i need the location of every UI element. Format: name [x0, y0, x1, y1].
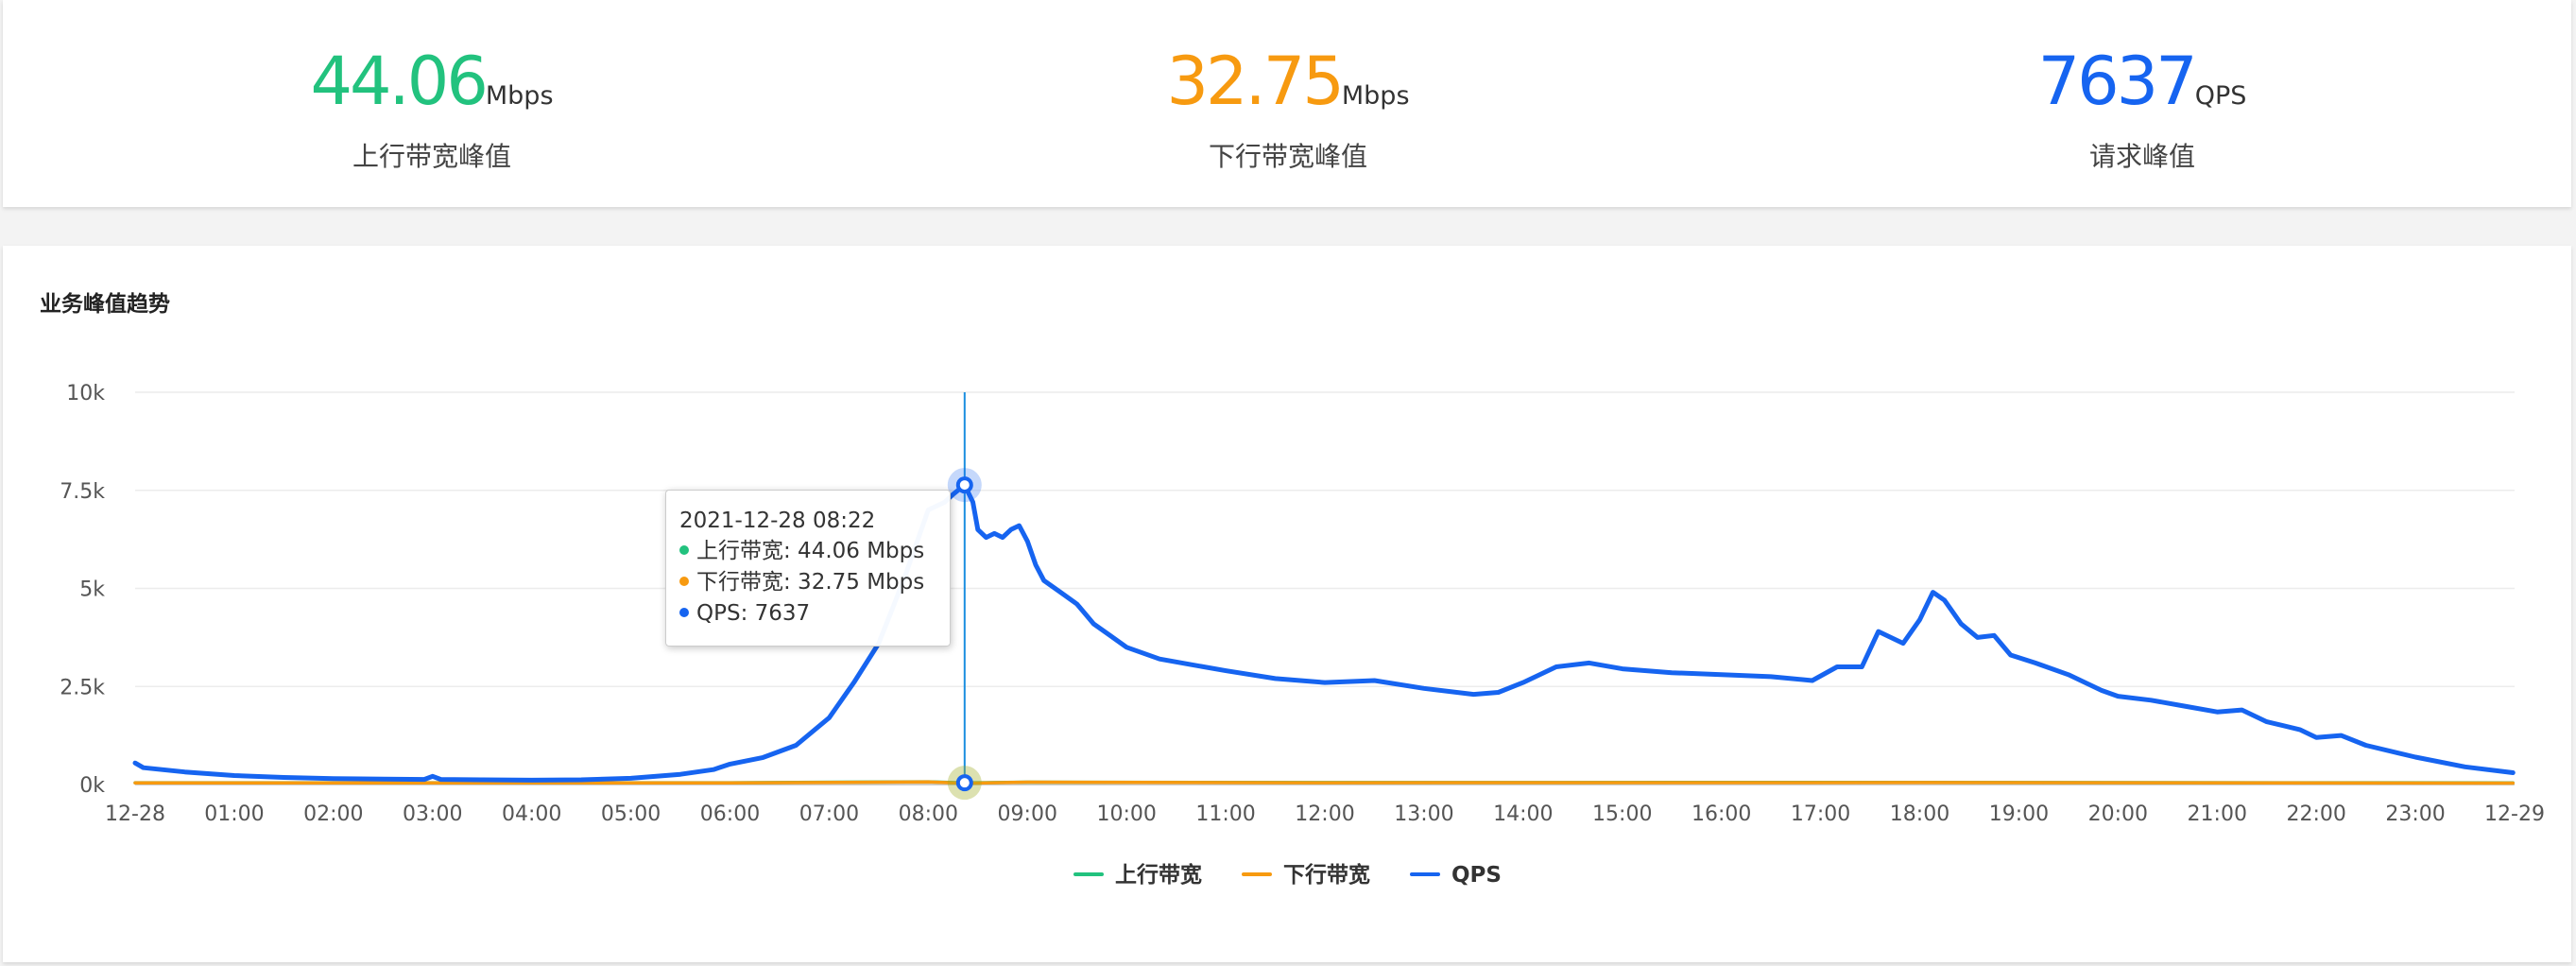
y-tick-labels: 0k 2.5k 5k 7.5k 10k [60, 382, 105, 798]
x-tick-label: 12-28 [105, 802, 165, 826]
x-tick-label: 08:00 [899, 802, 958, 826]
x-tick-label: 16:00 [1692, 802, 1751, 826]
x-tick-label: 12-29 [2484, 802, 2545, 826]
tooltip-text: 上行带宽: 44.06 Mbps [696, 539, 925, 563]
x-tick-label: 01:00 [204, 802, 264, 826]
hover-markers [947, 468, 982, 801]
legend-line-icon [1242, 871, 1272, 876]
chart-legend: 上行带宽 下行带宽 QPS [3, 856, 2571, 894]
tooltip-dot-icon [679, 576, 689, 586]
legend-item-upload[interactable]: 上行带宽 [1073, 856, 1202, 894]
stat-value-row: 7637QPS [1953, 42, 2331, 121]
stat-value-row: 44.06Mbps [243, 42, 621, 121]
x-tick-label: 12:00 [1295, 802, 1354, 826]
series-line [133, 780, 2516, 785]
x-tick-labels: 12-28 01:00 02:00 03:00 04:00 05:00 06:00 07:00… [105, 802, 2545, 826]
x-tick-label: 11:00 [1195, 802, 1255, 826]
x-tick-label: 09:00 [998, 802, 1057, 826]
stat-number: 44.06 [310, 43, 488, 120]
x-tick-label: 04:00 [502, 802, 561, 826]
x-tick-label: 21:00 [2188, 802, 2247, 826]
tooltip-dot-icon [679, 607, 689, 617]
x-tick-label: 10:00 [1096, 802, 1156, 826]
hover-marker-qps [955, 476, 973, 494]
y-tick-label: 10k [66, 382, 105, 405]
x-tick-label: 23:00 [2385, 802, 2445, 826]
legend-line-icon [1410, 871, 1440, 876]
tooltip-dot-icon [679, 544, 689, 555]
stat-unit: Mbps [1341, 81, 1410, 111]
stat-label: 上行带宽峰值 [352, 141, 511, 172]
x-tick-label: 19:00 [1989, 802, 2049, 826]
tooltip-text: 下行带宽: 32.75 Mbps [696, 570, 925, 595]
legend-item-download[interactable]: 下行带宽 [1242, 856, 1370, 894]
y-tick-label: 7.5k [60, 480, 105, 504]
legend-item-qps[interactable]: QPS [1410, 856, 1502, 894]
tooltip-row-qps: QPS: 7637 [679, 598, 950, 630]
stat-value-row: 32.75Mbps [1099, 42, 1477, 121]
tooltip-row-upload: 上行带宽: 44.06 Mbps [679, 536, 950, 567]
y-tick-label: 0k [79, 774, 105, 798]
stat-label: 请求峰值 [2088, 141, 2195, 172]
y-tick-label: 2.5k [60, 676, 105, 699]
hover-marker-bandwidth [955, 774, 973, 792]
x-tick-label: 13:00 [1394, 802, 1453, 826]
stat-label: 下行带宽峰值 [1208, 141, 1367, 172]
stat-number: 32.75 [1166, 43, 1344, 120]
tooltip-text: QPS: 7637 [696, 601, 811, 626]
stats-card: 44.06Mbps 上行带宽峰值 32.75Mbps 下行带宽峰值 7637QP… [3, 0, 2571, 207]
stat-number: 7637 [2037, 43, 2198, 120]
x-tick-label: 15:00 [1592, 802, 1652, 826]
legend-label: 下行带宽 [1283, 863, 1370, 888]
series-line [132, 482, 2516, 783]
tooltip-row-download: 下行带宽: 32.75 Mbps [679, 567, 950, 598]
trend-chart[interactable]: 0k 2.5k 5k 7.5k 10k 12-28 01:00 02:00 03:00 04:0… [3, 246, 2571, 851]
series-lines [132, 482, 2516, 785]
x-tick-label: 18:00 [1890, 802, 1949, 826]
chart-title: 业务峰值趋势 [40, 292, 170, 317]
stat-unit: Mbps [485, 81, 554, 111]
x-tick-label: 07:00 [799, 802, 859, 826]
grid-lines [135, 391, 2515, 785]
x-tick-label: 22:00 [2286, 802, 2345, 826]
y-tick-label: 5k [79, 578, 105, 602]
legend-label: QPS [1451, 863, 1502, 888]
x-tick-label: 14:00 [1493, 802, 1553, 826]
x-tick-label: 06:00 [700, 802, 760, 826]
x-tick-label: 05:00 [601, 802, 661, 826]
x-tick-label: 03:00 [403, 802, 462, 826]
legend-line-icon [1073, 871, 1104, 876]
legend-label: 上行带宽 [1115, 863, 1202, 888]
x-tick-label: 20:00 [2088, 802, 2148, 826]
tooltip: 2021-12-28 08:22 上行带宽: 44.06 Mbps 下行带宽: … [665, 490, 951, 647]
tooltip-time: 2021-12-28 08:22 [679, 509, 876, 533]
stat-unit: QPS [2194, 81, 2247, 111]
x-tick-label: 02:00 [303, 802, 363, 826]
x-tick-label: 17:00 [1791, 802, 1850, 826]
chart-card: 业务峰值趋势 0k 2.5k 5k 7.5k 10k 12-28 01:00 02:00 03… [3, 246, 2571, 962]
